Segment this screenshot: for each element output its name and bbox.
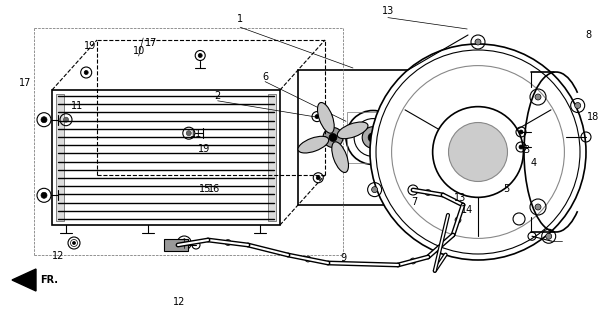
Text: 13: 13: [454, 193, 466, 204]
Bar: [164, 239, 188, 251]
Circle shape: [72, 242, 75, 244]
Circle shape: [315, 115, 319, 119]
Circle shape: [475, 39, 481, 45]
Text: 1: 1: [237, 14, 243, 24]
Text: 4: 4: [530, 158, 536, 168]
Circle shape: [410, 258, 416, 264]
Text: 12: 12: [173, 297, 185, 308]
Text: 19: 19: [198, 144, 210, 154]
Circle shape: [305, 256, 311, 262]
Text: 18: 18: [587, 112, 599, 122]
Circle shape: [519, 130, 523, 134]
Bar: [52, 90, 280, 225]
Bar: [268, 94, 276, 221]
Circle shape: [535, 94, 541, 100]
Circle shape: [325, 115, 329, 119]
Circle shape: [323, 127, 343, 148]
Text: 14: 14: [461, 204, 473, 215]
Circle shape: [346, 110, 400, 164]
Text: 11: 11: [71, 100, 83, 111]
Text: 11: 11: [190, 129, 202, 140]
Circle shape: [392, 66, 564, 238]
Text: FR.: FR.: [40, 275, 58, 285]
Circle shape: [546, 233, 551, 239]
Bar: [347, 112, 399, 163]
Bar: [298, 70, 408, 205]
Circle shape: [575, 102, 581, 108]
Circle shape: [433, 107, 523, 197]
Circle shape: [519, 145, 523, 149]
Circle shape: [449, 123, 508, 181]
Text: 3: 3: [523, 145, 529, 156]
Circle shape: [370, 44, 586, 260]
Text: 12: 12: [52, 251, 64, 261]
Text: 16: 16: [208, 184, 220, 194]
Circle shape: [84, 70, 88, 75]
Text: 10: 10: [133, 46, 145, 56]
Circle shape: [455, 217, 461, 223]
Text: 9: 9: [340, 252, 347, 263]
Circle shape: [316, 176, 320, 180]
Circle shape: [408, 185, 418, 195]
Text: 2: 2: [215, 91, 221, 101]
Polygon shape: [12, 269, 36, 291]
Circle shape: [368, 132, 378, 142]
Circle shape: [198, 53, 202, 58]
Text: 5: 5: [503, 184, 509, 194]
Circle shape: [63, 117, 69, 122]
Circle shape: [535, 204, 541, 210]
Text: 8: 8: [586, 30, 592, 40]
Ellipse shape: [317, 102, 334, 133]
Text: 6: 6: [262, 72, 268, 82]
Circle shape: [329, 133, 337, 141]
Circle shape: [376, 50, 580, 254]
Ellipse shape: [298, 136, 329, 153]
Circle shape: [371, 187, 378, 193]
Circle shape: [362, 127, 384, 148]
Text: 13: 13: [382, 6, 394, 16]
Text: 17: 17: [145, 38, 157, 48]
Text: 7: 7: [412, 196, 418, 207]
Text: 17: 17: [19, 78, 32, 88]
Circle shape: [425, 189, 431, 196]
Circle shape: [41, 192, 47, 198]
Circle shape: [186, 131, 192, 136]
Text: 19: 19: [84, 41, 96, 52]
Ellipse shape: [337, 122, 368, 139]
Ellipse shape: [332, 142, 348, 172]
Circle shape: [41, 117, 47, 123]
Circle shape: [225, 239, 231, 245]
Text: 15: 15: [199, 184, 211, 194]
Bar: [56, 94, 64, 221]
Circle shape: [354, 119, 392, 156]
